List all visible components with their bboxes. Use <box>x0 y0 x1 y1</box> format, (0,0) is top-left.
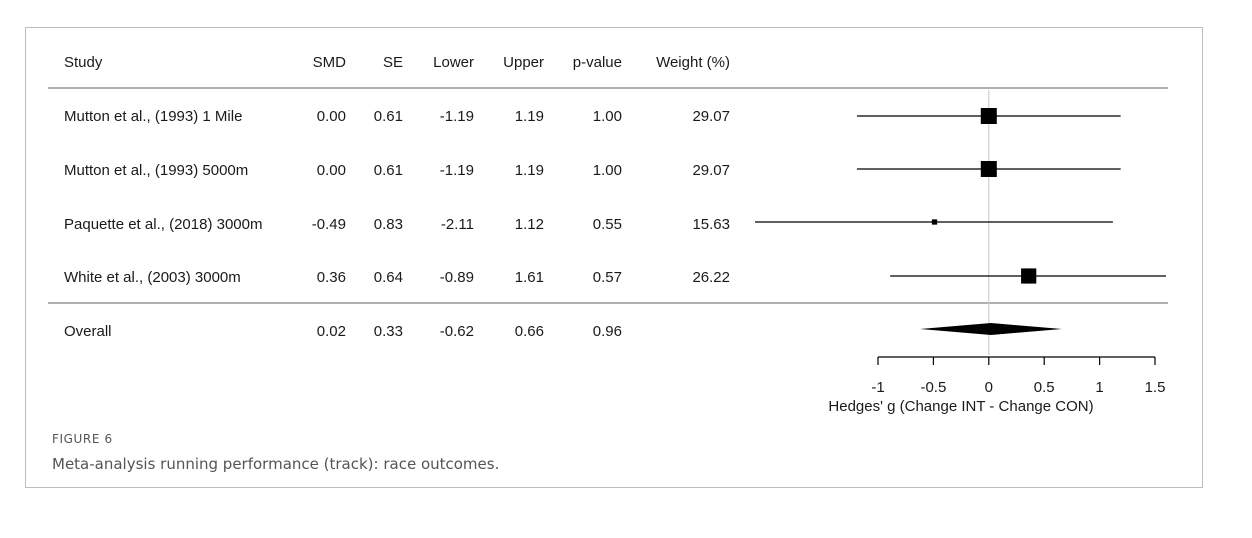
x-tick-label: -1 <box>871 379 884 396</box>
x-tick-label: -0.5 <box>920 379 946 396</box>
x-tick-label: 1.5 <box>1145 379 1166 396</box>
upper-cell: 0.66 <box>515 323 544 340</box>
column-header-weight: Weight (%) <box>656 54 730 71</box>
column-header-se: SE <box>383 54 403 71</box>
table-row: Mutton et al., (1993) 1 Mile 0.00 0.61 -… <box>64 108 730 125</box>
se-cell: 0.61 <box>374 108 403 125</box>
upper-cell: 1.61 <box>515 269 544 286</box>
p-value-cell: 0.57 <box>593 269 622 286</box>
study-label: Paquette et al., (2018) 3000m <box>64 216 262 233</box>
column-header-upper: Upper <box>503 54 544 71</box>
study-label: Mutton et al., (1993) 1 Mile <box>64 108 242 125</box>
upper-cell: 1.12 <box>515 216 544 233</box>
smd-cell: 0.36 <box>317 269 346 286</box>
figure-label: FIGURE 6 <box>52 432 113 446</box>
lower-cell: -0.62 <box>440 323 474 340</box>
plot-layer: -1 -0.5 0 0.5 1 1.5 <box>755 90 1166 396</box>
se-cell: 0.83 <box>374 216 403 233</box>
estimate-marker <box>1021 268 1037 284</box>
figure-caption: Meta-analysis running performance (track… <box>52 455 500 473</box>
se-cell: 0.61 <box>374 162 403 179</box>
table-row: Paquette et al., (2018) 3000m -0.49 0.83… <box>64 216 730 233</box>
estimate-marker <box>931 219 938 225</box>
smd-cell: 0.00 <box>317 162 346 179</box>
study-label: White et al., (2003) 3000m <box>64 269 241 286</box>
lower-cell: -2.11 <box>441 216 474 233</box>
forest-plot: Study SMD SE Lower Upper p-value Weight … <box>48 54 1168 415</box>
x-tick-label: 0 <box>985 379 993 396</box>
p-value-cell: 1.00 <box>593 108 622 125</box>
p-value-cell: 0.55 <box>593 216 622 233</box>
upper-cell: 1.19 <box>515 162 544 179</box>
smd-cell: 0.00 <box>317 108 346 125</box>
lower-cell: -1.19 <box>440 108 474 125</box>
smd-cell: 0.02 <box>317 323 346 340</box>
overall-row: Overall 0.02 0.33 -0.62 0.66 0.96 <box>64 323 622 340</box>
column-header-lower: Lower <box>433 54 474 71</box>
study-label: Mutton et al., (1993) 5000m <box>64 162 248 179</box>
se-cell: 0.33 <box>374 323 403 340</box>
p-value-cell: 1.00 <box>593 162 622 179</box>
smd-cell: -0.49 <box>312 216 346 233</box>
estimate-marker <box>980 161 997 177</box>
lower-cell: -1.19 <box>440 162 474 179</box>
column-header-smd: SMD <box>313 54 347 71</box>
upper-cell: 1.19 <box>515 108 544 125</box>
column-header-study: Study <box>64 54 103 71</box>
weight-cell: 29.07 <box>692 108 730 125</box>
overall-label: Overall <box>64 323 112 340</box>
overall-diamond <box>920 323 1062 335</box>
se-cell: 0.64 <box>374 269 403 286</box>
table-row: Mutton et al., (1993) 5000m 0.00 0.61 -1… <box>64 162 730 179</box>
column-header-p-value: p-value <box>573 54 622 71</box>
weight-cell: 26.22 <box>692 269 730 286</box>
figure-frame <box>25 27 1203 488</box>
weight-cell: 15.63 <box>692 216 730 233</box>
table-row: White et al., (2003) 3000m 0.36 0.64 -0.… <box>64 269 730 286</box>
x-tick-label: 0.5 <box>1034 379 1055 396</box>
x-tick-label: 1 <box>1095 379 1103 396</box>
table-header: Study SMD SE Lower Upper p-value Weight … <box>64 54 730 71</box>
weight-cell: 29.07 <box>692 162 730 179</box>
lower-cell: -0.89 <box>440 269 474 286</box>
estimate-marker <box>980 108 997 124</box>
x-axis-label: Hedges' g (Change INT - Change CON) <box>828 398 1093 415</box>
p-value-cell: 0.96 <box>593 323 622 340</box>
